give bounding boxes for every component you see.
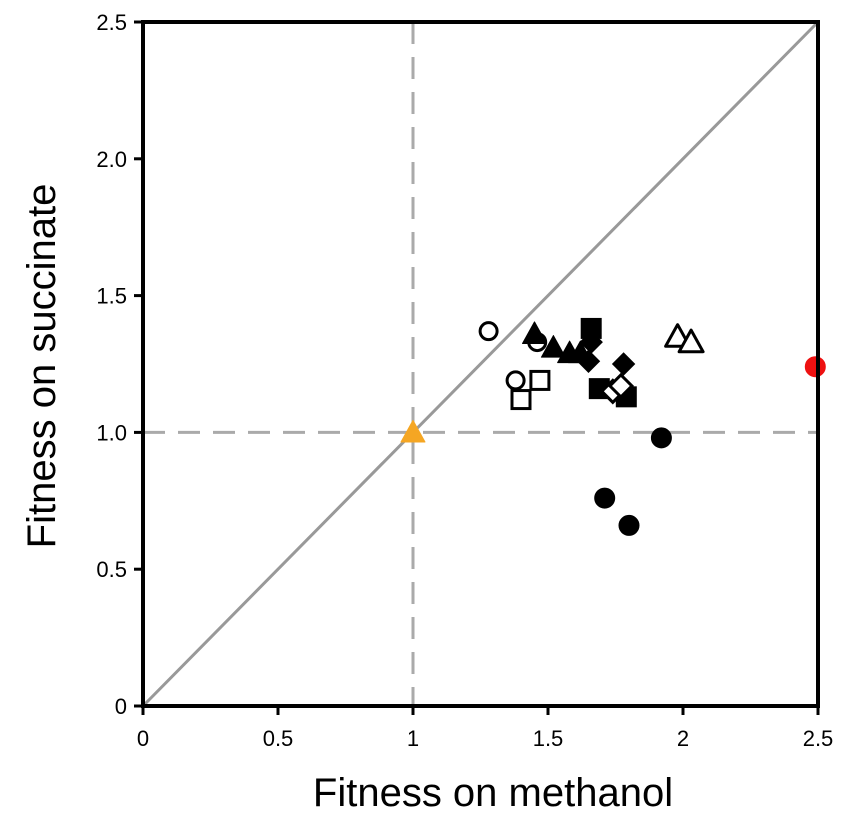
data-point-circle-open bbox=[478, 321, 499, 342]
data-point-triangle-filled bbox=[522, 321, 547, 345]
y-axis-ticks: 0 0.5 1.0 1.5 2.0 2.5 bbox=[96, 10, 143, 719]
data-point-diamond-filled bbox=[576, 349, 601, 373]
data-point-triangle-open bbox=[677, 328, 705, 354]
plot-frame bbox=[141, 20, 820, 708]
x-tick-label: 2.5 bbox=[803, 726, 834, 751]
data-point-square-open bbox=[529, 369, 551, 391]
identity-reference-line bbox=[141, 20, 820, 708]
data-point-circle-filled bbox=[804, 356, 826, 378]
data-point-triangle-filled bbox=[400, 419, 426, 443]
data-points bbox=[400, 317, 826, 536]
y-tick-label: 1.0 bbox=[96, 420, 127, 445]
x-tick-label: 1.5 bbox=[533, 726, 564, 751]
data-point-diamond-filled bbox=[611, 352, 636, 376]
data-point-triangle-filled bbox=[540, 335, 566, 358]
data-point-circle-filled bbox=[594, 487, 616, 509]
y-tick-label: 1.5 bbox=[96, 284, 127, 309]
x-tick-label: 0 bbox=[137, 726, 149, 751]
data-point-circle-filled bbox=[618, 514, 640, 536]
reference-lines bbox=[141, 20, 820, 708]
x-tick-label: 0.5 bbox=[263, 726, 294, 751]
x-axis-title: Fitness on methanol bbox=[313, 771, 673, 815]
y-tick-label: 2.0 bbox=[96, 147, 127, 172]
x-axis-ticks: 0 0.5 1 1.5 2 2.5 bbox=[137, 706, 833, 751]
x-tick-label: 1 bbox=[407, 726, 419, 751]
y-tick-label: 2.5 bbox=[96, 10, 127, 35]
data-point-circle-filled bbox=[650, 427, 672, 449]
data-point-diamond-open bbox=[607, 372, 635, 400]
y-axis-title: Fitness on succinate bbox=[20, 184, 64, 549]
y-tick-label: 0 bbox=[115, 694, 127, 719]
data-point-square-open bbox=[510, 389, 532, 411]
y-tick-label: 0.5 bbox=[96, 557, 127, 582]
x-tick-label: 2 bbox=[677, 726, 689, 751]
data-point-circle-open bbox=[505, 370, 526, 391]
